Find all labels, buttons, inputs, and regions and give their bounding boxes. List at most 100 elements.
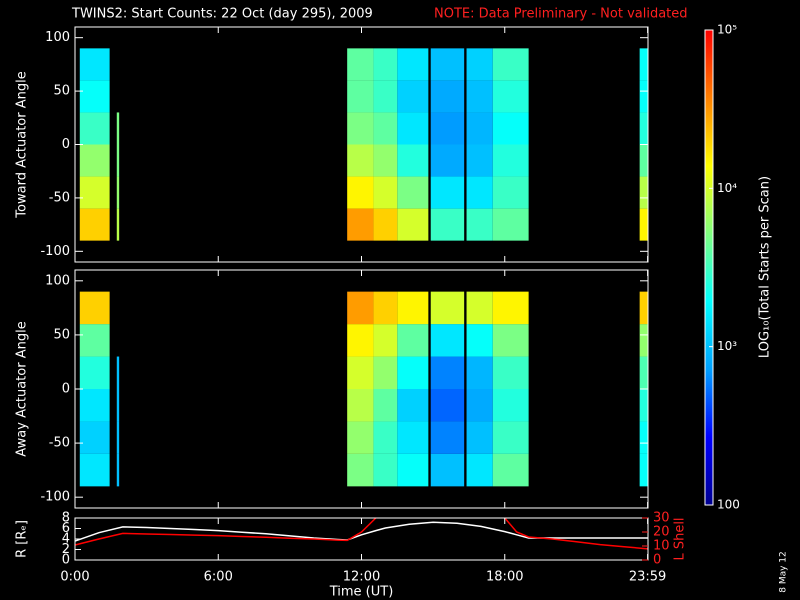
y2-axis-label: L Shell <box>673 517 688 560</box>
colorbar-tick-label: 100 <box>717 498 740 512</box>
heatmap-cell <box>347 144 374 177</box>
heatmap-cell <box>492 389 529 422</box>
heatmap-cell <box>492 80 529 113</box>
heatmap-cell <box>492 356 529 389</box>
heatmap-cell <box>347 80 374 113</box>
heatmap-cell <box>373 208 398 241</box>
colorbar <box>704 29 714 506</box>
heatmap-cell <box>397 324 429 357</box>
heatmap-cell <box>373 356 398 389</box>
y-tick-label: 8 <box>62 511 70 526</box>
heatmap-cell <box>373 291 398 325</box>
heatmap-cell <box>639 48 648 81</box>
heatmap-cell <box>639 112 648 145</box>
y-axis-label: Away Actuator Angle <box>15 321 30 456</box>
heatmap-cell <box>466 176 493 209</box>
heatmap-cell <box>347 453 374 487</box>
heatmap-cell <box>79 356 110 389</box>
heatmap-cell <box>466 389 493 422</box>
heatmap-cell <box>373 421 398 454</box>
y-tick-label: 0 <box>62 553 70 568</box>
heatmap-cell <box>430 208 465 241</box>
heatmap-cell <box>397 48 429 81</box>
chart-title: TWINS2: Start Counts: 22 Oct (day 295), … <box>71 7 373 22</box>
y-tick-label: 100 <box>45 273 70 288</box>
heatmap-cell <box>347 324 374 357</box>
heatmap-cell <box>373 453 398 487</box>
heatmap-cell <box>430 48 465 81</box>
heatmap-cell <box>116 389 120 422</box>
heatmap-cell <box>347 356 374 389</box>
heatmap-cell <box>492 208 529 241</box>
x-tick-label: 23:59 <box>629 570 666 585</box>
heatmap-cell <box>79 48 110 81</box>
x-tick-label: 12:00 <box>343 570 380 585</box>
x-tick-label: 6:00 <box>204 570 233 585</box>
heatmap-cell <box>430 421 465 454</box>
y-tick-label: 2 <box>62 542 70 557</box>
heatmap-cell <box>492 421 529 454</box>
heatmap-cell <box>79 291 110 325</box>
heatmap-cell <box>116 208 120 241</box>
heatmap-cell <box>639 356 648 389</box>
heatmap-cell <box>116 112 120 145</box>
x-tick-label: 0:00 <box>60 570 89 585</box>
heatmap-cell <box>397 453 429 487</box>
heatmap-cell <box>116 356 120 389</box>
heatmap-cell <box>492 176 529 209</box>
heatmap-cell <box>430 112 465 145</box>
heatmap-cell <box>466 48 493 81</box>
heatmap-cell <box>430 176 465 209</box>
heatmap-cell <box>466 356 493 389</box>
heatmap-cell <box>492 112 529 145</box>
heatmap-cell <box>430 324 465 357</box>
heatmap-cell <box>639 453 648 487</box>
y-tick-label: 6 <box>62 521 70 536</box>
heatmap-cell <box>639 389 648 422</box>
heatmap-cell <box>639 80 648 113</box>
y-axis-label: R [Rₑ] <box>15 520 30 558</box>
heatmap-cell <box>639 176 648 209</box>
heatmap-cell <box>347 291 374 325</box>
y-tick-label: 0 <box>62 137 70 152</box>
heatmap-cell <box>397 356 429 389</box>
note: NOTE: Data Preliminary - Not validated <box>434 7 688 22</box>
heatmap-cell <box>430 80 465 113</box>
heatmap-cell <box>373 80 398 113</box>
heatmap-cell <box>466 421 493 454</box>
y-tick-label: 4 <box>62 532 70 547</box>
heatmap-cell <box>347 112 374 145</box>
heatmap-cell <box>639 208 648 241</box>
heatmap-cell <box>373 112 398 145</box>
heatmap-cell <box>492 453 529 487</box>
heatmap-cell <box>347 208 374 241</box>
heatmap-cell <box>639 144 648 177</box>
heatmap-cell <box>79 324 110 357</box>
y-tick-label: -50 <box>49 436 70 451</box>
heatmap-cell <box>79 453 110 487</box>
colorbar-label: LOG₁₀(Total Starts per Scan) <box>758 176 773 358</box>
heatmap-cell <box>430 389 465 422</box>
y-tick-label: 100 <box>45 30 70 45</box>
heatmap-cell <box>639 291 648 325</box>
y2-tick-label: 20 <box>653 525 670 540</box>
heatmap-cell <box>373 176 398 209</box>
y2-tick-label: 10 <box>653 539 670 554</box>
heatmap-cell <box>430 453 465 487</box>
heatmap-cell <box>466 453 493 487</box>
heatmap-cell <box>397 208 429 241</box>
heatmap-cell <box>397 112 429 145</box>
heatmap-cell <box>79 144 110 177</box>
colorbar-tick-label: 10⁴ <box>717 181 737 195</box>
heatmap-cell <box>373 48 398 81</box>
heatmap-cell <box>430 356 465 389</box>
heatmap-cell <box>79 80 110 113</box>
y-tick-label: -100 <box>40 490 70 505</box>
heatmap-cell <box>397 144 429 177</box>
heatmap-cell <box>347 421 374 454</box>
date-stamp: 8 May 12 <box>779 551 789 593</box>
heatmap-cell <box>639 421 648 454</box>
y2-tick-label: 0 <box>653 553 661 568</box>
heatmap-cell <box>79 112 110 145</box>
